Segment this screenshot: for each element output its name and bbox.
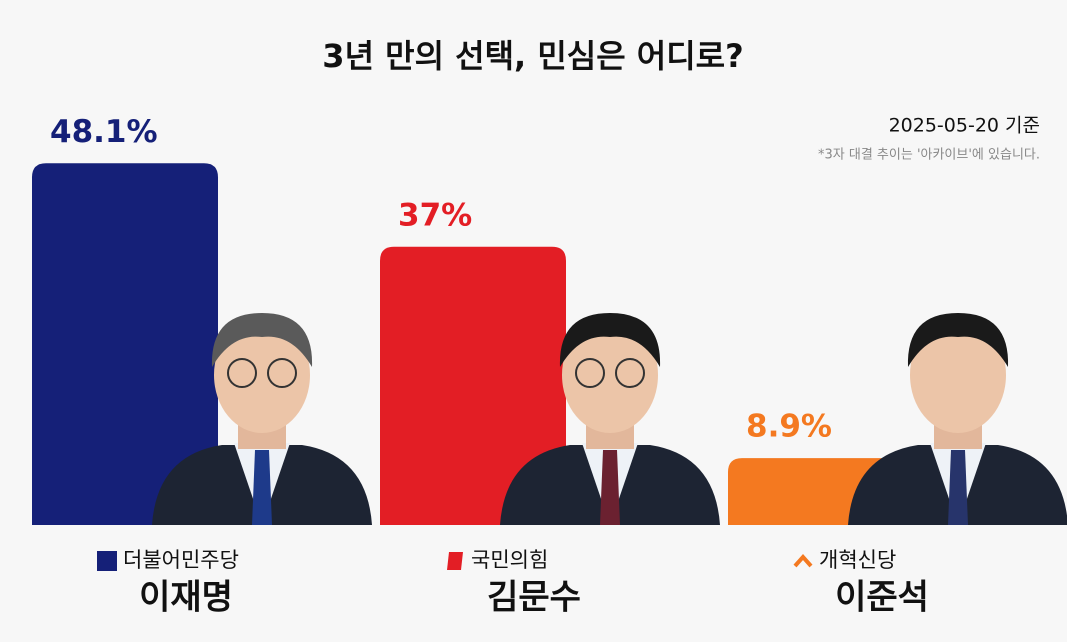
- portrait-face: [910, 317, 1006, 433]
- value-label: 8.9%: [746, 409, 832, 445]
- portrait: [152, 313, 372, 525]
- portrait-hair: [211, 313, 313, 367]
- value-label: 48.1%: [50, 114, 158, 150]
- glasses: [615, 358, 645, 388]
- party-icon: [97, 551, 117, 571]
- glasses: [575, 358, 605, 388]
- portrait-face: [214, 317, 310, 433]
- portrait-face: [562, 317, 658, 433]
- portrait: [848, 313, 1067, 525]
- note: *3자 대결 추이는 '아카이브'에 있습니다.: [818, 148, 1040, 163]
- portrait-tie: [252, 450, 272, 525]
- portrait-hair: [559, 313, 661, 367]
- party-icon: [447, 552, 463, 570]
- party-name: 국민의힘: [471, 548, 548, 572]
- value-label: 37%: [398, 197, 472, 233]
- party-icon: [793, 553, 813, 568]
- candidate-name: 이재명: [139, 578, 233, 618]
- portrait: [500, 313, 720, 525]
- candidate-name: 이준석: [835, 578, 929, 618]
- chart-title: 3년 만의 선택, 민심은 어디로?: [322, 37, 743, 75]
- party-name: 개혁신당: [819, 548, 896, 572]
- portrait-hair: [907, 313, 1009, 367]
- bar: [32, 163, 218, 525]
- bar: [380, 246, 566, 525]
- portrait-tie: [948, 450, 968, 525]
- glasses: [267, 358, 297, 388]
- portrait-tie: [600, 450, 620, 525]
- party-name: 더불어민주당: [123, 548, 239, 572]
- date: 2025-05-20 기준: [889, 115, 1040, 137]
- candidate-name: 김문수: [487, 578, 581, 618]
- glasses: [227, 358, 257, 388]
